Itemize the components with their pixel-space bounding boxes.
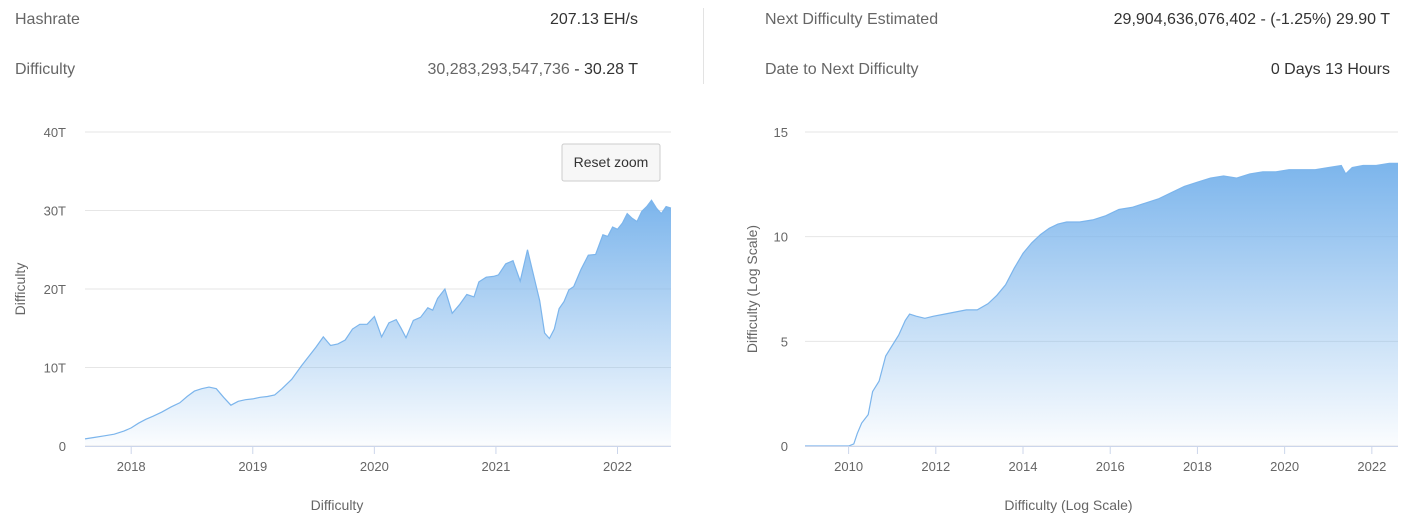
- difficulty-value: 30,283,293,547,736 - 30.28 T: [427, 61, 638, 79]
- x-axis-title: Difficulty: [311, 497, 364, 513]
- difficulty-label: Difficulty: [15, 61, 76, 78]
- reset-zoom-label: Reset zoom: [574, 154, 649, 170]
- x-tick-label: 2022: [603, 459, 632, 474]
- y-tick-label: 0: [59, 439, 66, 454]
- reset-zoom-button[interactable]: Reset zoom: [561, 143, 661, 182]
- y-tick-label: 10T: [44, 361, 66, 376]
- series-area: [85, 200, 671, 446]
- hashrate-value: 207.13 EH/s: [549, 11, 638, 28]
- next-difficulty-value: 29,904,636,076,402 - (-1.25%) 29.90 T: [1113, 11, 1390, 28]
- date-to-next-value: 0 Days 13 Hours: [1270, 61, 1390, 78]
- difficulty-value-number: 30,283,293,547,736: [427, 61, 570, 78]
- y-axis-title: Difficulty: [12, 263, 28, 316]
- x-tick-label: 2018: [117, 459, 146, 474]
- hashrate-label: Hashrate: [15, 11, 80, 28]
- y-tick-label: 40T: [44, 125, 66, 140]
- y-tick-label: 20T: [44, 282, 66, 297]
- stats-panel: Hashrate 207.13 EH/s Difficulty 30,283,2…: [0, 0, 1408, 96]
- stats-divider: [703, 8, 704, 84]
- date-to-next-label: Date to Next Difficulty: [765, 61, 919, 78]
- y-tick-label: 30T: [44, 204, 66, 219]
- next-difficulty-label: Next Difficulty Estimated: [765, 11, 939, 28]
- series-line: [84, 199, 672, 440]
- x-tick-label: 2021: [481, 459, 510, 474]
- difficulty-value-short: 30.28 T: [584, 61, 638, 78]
- x-tick-label: 2020: [360, 459, 389, 474]
- difficulty-value-separator: -: [569, 61, 585, 78]
- x-tick-label: 2019: [238, 459, 267, 474]
